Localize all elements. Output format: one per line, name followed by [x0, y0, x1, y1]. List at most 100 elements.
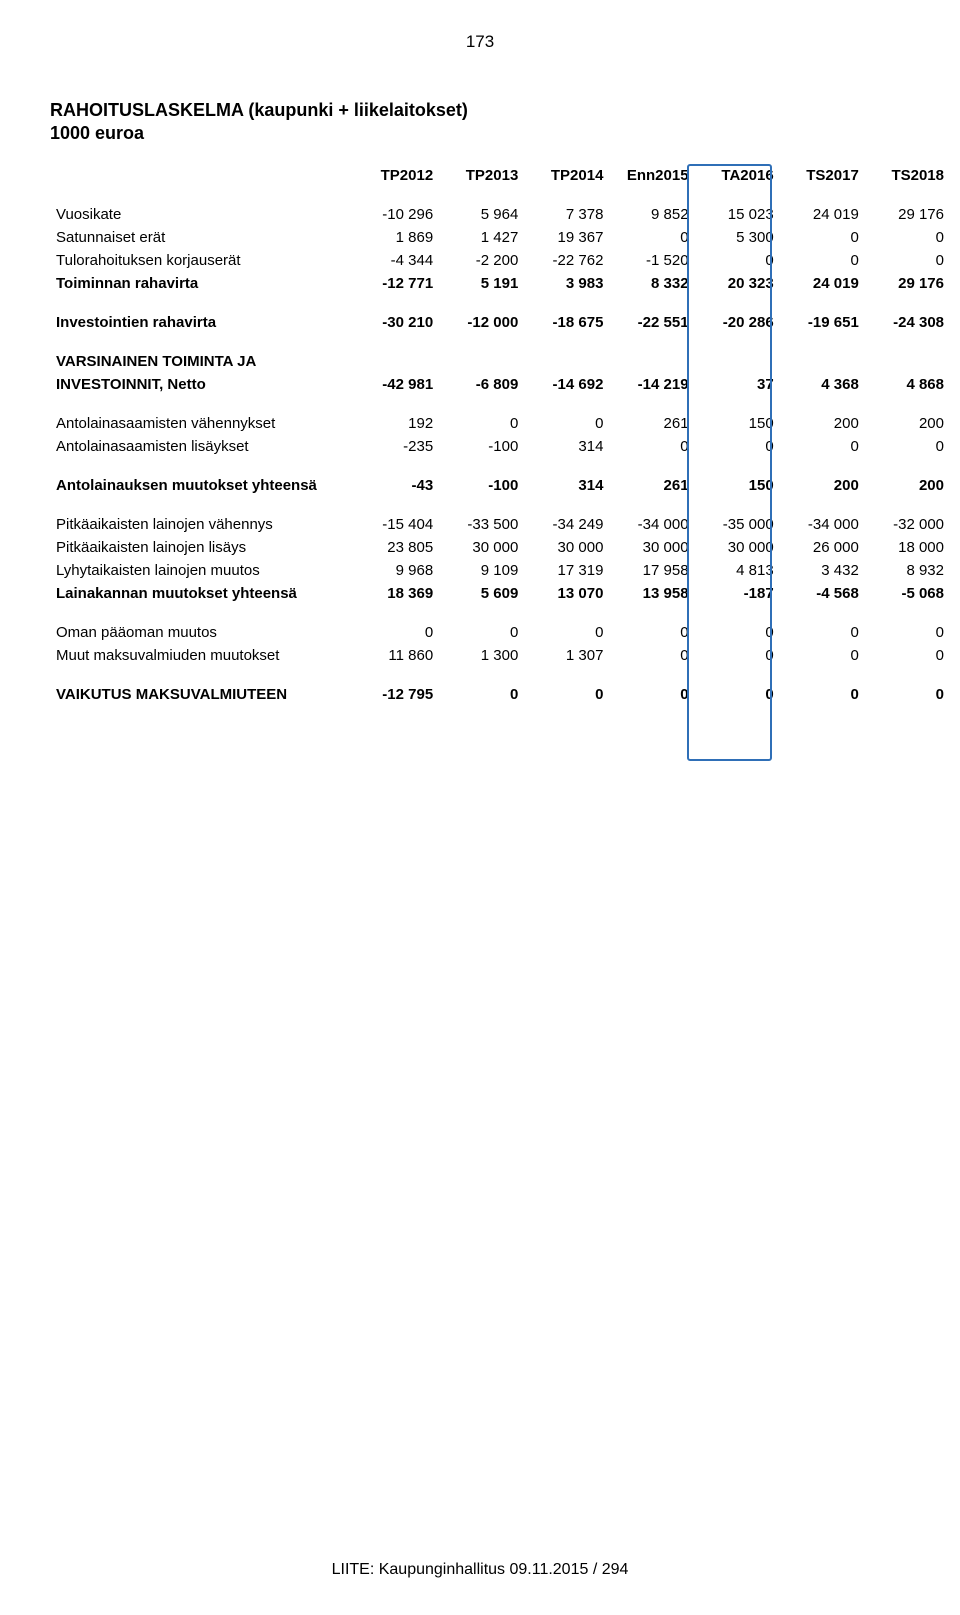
spacer-row — [50, 295, 950, 311]
cell-value: -42 981 — [354, 373, 439, 396]
table-row: Antolainasaamisten vähennykset1920026115… — [50, 412, 950, 435]
cell-value: 9 852 — [609, 203, 694, 226]
cell-value: -18 675 — [524, 311, 609, 334]
cell-value: 8 932 — [865, 559, 950, 582]
col-header: TS2017 — [780, 164, 865, 187]
cell-value: 29 176 — [865, 203, 950, 226]
cell-value — [780, 350, 865, 373]
cell-value: 18 369 — [354, 582, 439, 605]
cell-value: 8 332 — [609, 272, 694, 295]
cell-value: 0 — [780, 621, 865, 644]
cell-value: -35 000 — [695, 513, 780, 536]
table-row: Pitkäaikaisten lainojen lisäys23 80530 0… — [50, 536, 950, 559]
cell-value: 150 — [695, 474, 780, 497]
cell-value: -14 219 — [609, 373, 694, 396]
col-header: Enn2015 — [609, 164, 694, 187]
header-blank — [50, 164, 354, 187]
cell-value: 0 — [609, 435, 694, 458]
row-label: Pitkäaikaisten lainojen lisäys — [50, 536, 354, 559]
cell-value: -12 771 — [354, 272, 439, 295]
cell-value: 0 — [609, 226, 694, 249]
cell-value: -235 — [354, 435, 439, 458]
cell-value: 261 — [609, 412, 694, 435]
cell-value — [609, 350, 694, 373]
cell-value — [865, 350, 950, 373]
cell-value: 192 — [354, 412, 439, 435]
cell-value: 0 — [695, 249, 780, 272]
cell-value: 37 — [695, 373, 780, 396]
cell-value: 13 958 — [609, 582, 694, 605]
cell-value: 0 — [780, 644, 865, 667]
col-header: TP2013 — [439, 164, 524, 187]
cell-value: -19 651 — [780, 311, 865, 334]
row-label: Tulorahoituksen korjauserät — [50, 249, 354, 272]
cell-value: 0 — [780, 249, 865, 272]
cell-value: 0 — [865, 621, 950, 644]
page-footer: LIITE: Kaupunginhallitus 09.11.2015 / 29… — [0, 1561, 960, 1579]
cell-value: 24 019 — [780, 203, 865, 226]
cell-value: 0 — [865, 683, 950, 706]
spacer-row — [50, 396, 950, 412]
table-row: Antolainasaamisten lisäykset-235-1003140… — [50, 435, 950, 458]
cell-value: 15 023 — [695, 203, 780, 226]
table-row: Pitkäaikaisten lainojen vähennys-15 404-… — [50, 513, 950, 536]
cell-value: -14 692 — [524, 373, 609, 396]
cell-value: 26 000 — [780, 536, 865, 559]
cell-value: 200 — [865, 474, 950, 497]
cell-value: 0 — [780, 683, 865, 706]
spacer-row — [50, 458, 950, 474]
cell-value — [439, 350, 524, 373]
cell-value: 0 — [439, 412, 524, 435]
row-label: Antolainasaamisten lisäykset — [50, 435, 354, 458]
cell-value: -30 210 — [354, 311, 439, 334]
cell-value: 30 000 — [439, 536, 524, 559]
cell-value: -12 000 — [439, 311, 524, 334]
spacer-row — [50, 497, 950, 513]
cell-value: 0 — [695, 435, 780, 458]
cell-value: 1 869 — [354, 226, 439, 249]
row-label: VARSINAINEN TOIMINTA JA — [50, 350, 354, 373]
cell-value: -5 068 — [865, 582, 950, 605]
cell-value: -20 286 — [695, 311, 780, 334]
row-label: Oman pääoman muutos — [50, 621, 354, 644]
cell-value: 30 000 — [609, 536, 694, 559]
cell-value: 9 968 — [354, 559, 439, 582]
cell-value: 17 958 — [609, 559, 694, 582]
spacer-row — [50, 667, 950, 683]
cell-value: -1 520 — [609, 249, 694, 272]
row-label: Muut maksuvalmiuden muutokset — [50, 644, 354, 667]
cell-value: 5 609 — [439, 582, 524, 605]
cell-value: 13 070 — [524, 582, 609, 605]
table-row: Muut maksuvalmiuden muutokset11 8601 300… — [50, 644, 950, 667]
cell-value: 30 000 — [695, 536, 780, 559]
cell-value — [695, 350, 780, 373]
cell-value: 314 — [524, 474, 609, 497]
table-row: Lyhytaikaisten lainojen muutos9 9689 109… — [50, 559, 950, 582]
cell-value: -33 500 — [439, 513, 524, 536]
cell-value: 4 368 — [780, 373, 865, 396]
cell-value: 0 — [695, 683, 780, 706]
cell-value: 1 300 — [439, 644, 524, 667]
cell-value: 3 432 — [780, 559, 865, 582]
cell-value: 1 307 — [524, 644, 609, 667]
cell-value: 200 — [865, 412, 950, 435]
cell-value: 0 — [524, 412, 609, 435]
cell-value: 7 378 — [524, 203, 609, 226]
cell-value: 0 — [695, 621, 780, 644]
table-row: INVESTOINNIT, Netto-42 981-6 809-14 692-… — [50, 373, 950, 396]
table-row: Toiminnan rahavirta-12 7715 1913 9838 33… — [50, 272, 950, 295]
title: RAHOITUSLASKELMA (kaupunki + liikelaitok… — [50, 100, 950, 121]
cell-value: -187 — [695, 582, 780, 605]
cell-value: 0 — [354, 621, 439, 644]
cell-value: 0 — [780, 435, 865, 458]
cell-value: -100 — [439, 435, 524, 458]
cell-value: 314 — [524, 435, 609, 458]
cell-value: 0 — [695, 644, 780, 667]
cell-value: -12 795 — [354, 683, 439, 706]
cell-value: -6 809 — [439, 373, 524, 396]
cell-value: 0 — [865, 435, 950, 458]
cell-value: -10 296 — [354, 203, 439, 226]
table-row: Satunnaiset erät1 8691 42719 36705 30000 — [50, 226, 950, 249]
row-label: Pitkäaikaisten lainojen vähennys — [50, 513, 354, 536]
cell-value: 0 — [865, 644, 950, 667]
